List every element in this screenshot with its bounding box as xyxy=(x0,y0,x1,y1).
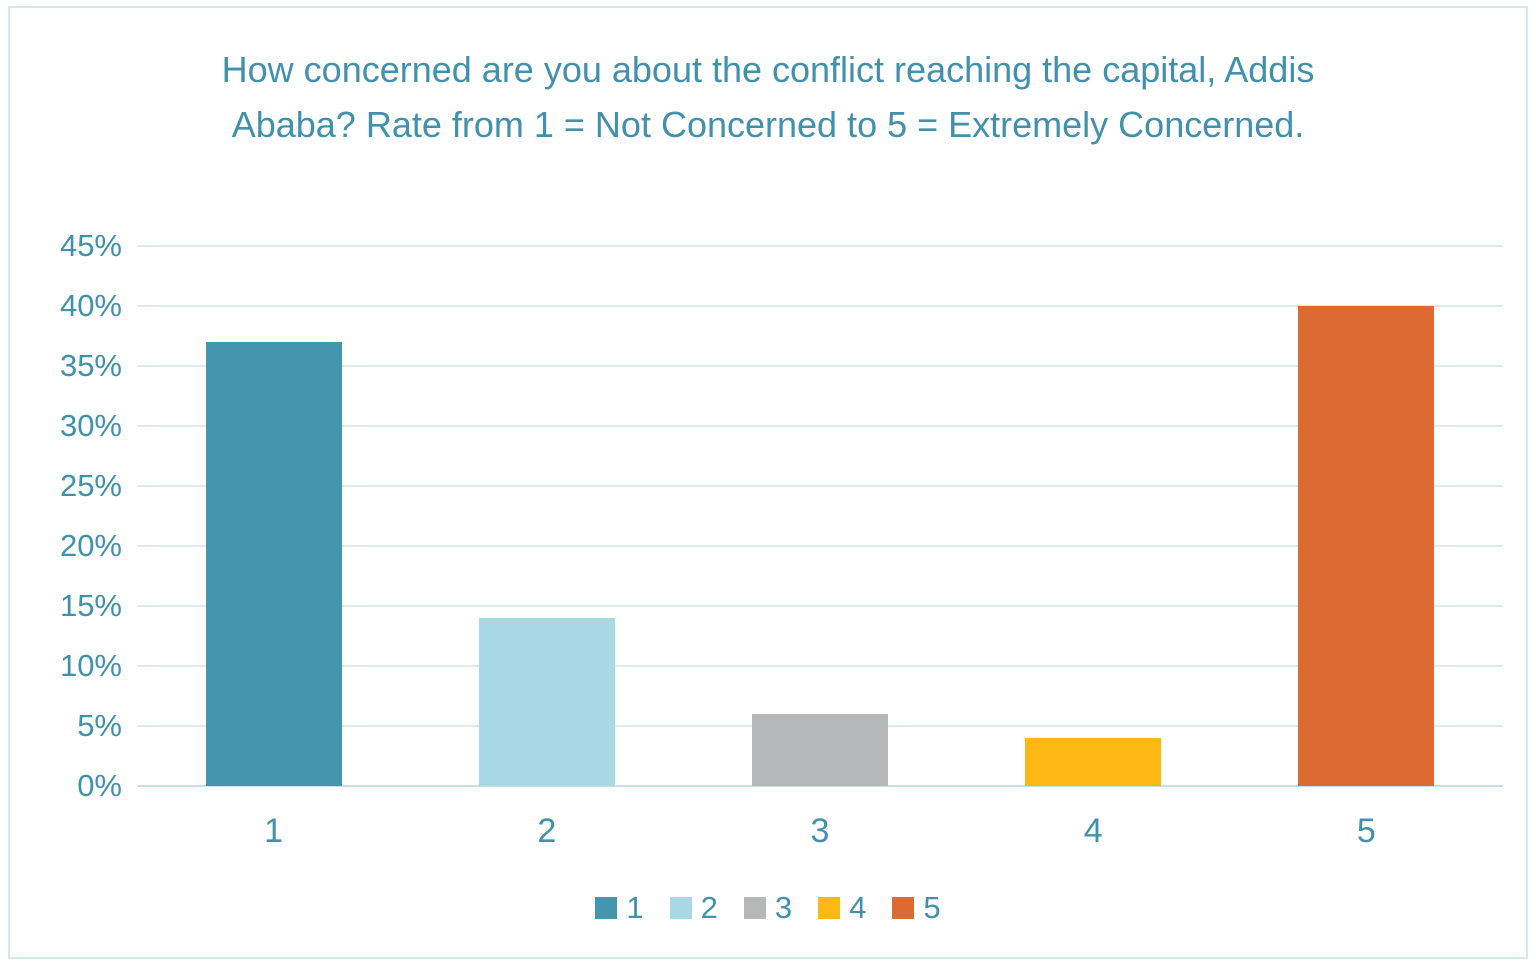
gridline xyxy=(137,604,1503,607)
bar-category-3 xyxy=(752,714,888,786)
y-axis-tick-labels: 45% 40% 35% 30% 25% 20% 15% 10% 5% 0% xyxy=(10,228,122,803)
legend-item: 1 xyxy=(595,890,644,925)
plot-area: 1 2 3 4 5 xyxy=(137,245,1503,850)
legend-label: 1 xyxy=(626,890,644,925)
legend-label: 3 xyxy=(774,890,793,925)
gridline xyxy=(137,424,1503,427)
bar-category-5 xyxy=(1298,306,1435,786)
legend-item: 3 xyxy=(743,890,793,925)
legend-label: 2 xyxy=(700,890,718,925)
y-tick-label: 5% xyxy=(77,708,122,743)
y-tick-label: 30% xyxy=(59,408,122,443)
y-tick-label: 20% xyxy=(59,528,122,563)
y-tick-label: 10% xyxy=(59,648,122,683)
legend-label: 5 xyxy=(923,890,941,925)
bar-category-4 xyxy=(1025,738,1162,786)
legend-swatch-icon xyxy=(892,896,915,919)
y-tick-label: 45% xyxy=(59,228,122,263)
x-tick-label: 5 xyxy=(1356,812,1376,850)
gridline xyxy=(137,364,1503,367)
gridline xyxy=(137,545,1503,547)
legend-swatch-icon xyxy=(669,896,692,919)
chart-title: How concerned are you about the conflict… xyxy=(221,49,1315,145)
x-tick-label: 3 xyxy=(810,812,830,850)
y-tick-label: 25% xyxy=(59,468,122,503)
x-tick-label: 4 xyxy=(1083,812,1103,850)
gridline xyxy=(137,245,1503,247)
gridline xyxy=(137,665,1503,667)
y-tick-label: 40% xyxy=(59,288,122,323)
x-tick-label: 1 xyxy=(264,812,284,850)
x-axis-baseline xyxy=(137,785,1503,787)
legend: 1 2 3 4 5 xyxy=(10,892,1526,923)
x-tick-label: 2 xyxy=(537,812,557,850)
bar-category-1 xyxy=(205,342,342,786)
legend-swatch-icon xyxy=(595,896,618,919)
legend-item: 2 xyxy=(669,890,718,925)
y-tick-label: 0% xyxy=(77,768,122,803)
y-tick-label: 35% xyxy=(59,348,122,383)
chart-frame: How concerned are you about the conflict… xyxy=(8,6,1528,959)
legend-swatch-icon xyxy=(818,896,841,919)
legend-swatch-icon xyxy=(743,896,766,919)
gridline xyxy=(137,484,1503,487)
legend-label: 4 xyxy=(849,890,867,925)
legend-item: 4 xyxy=(818,892,866,923)
bar-category-2 xyxy=(478,618,615,786)
gridline xyxy=(137,304,1503,307)
legend-item: 5 xyxy=(892,890,941,925)
y-tick-label: 15% xyxy=(59,588,122,623)
